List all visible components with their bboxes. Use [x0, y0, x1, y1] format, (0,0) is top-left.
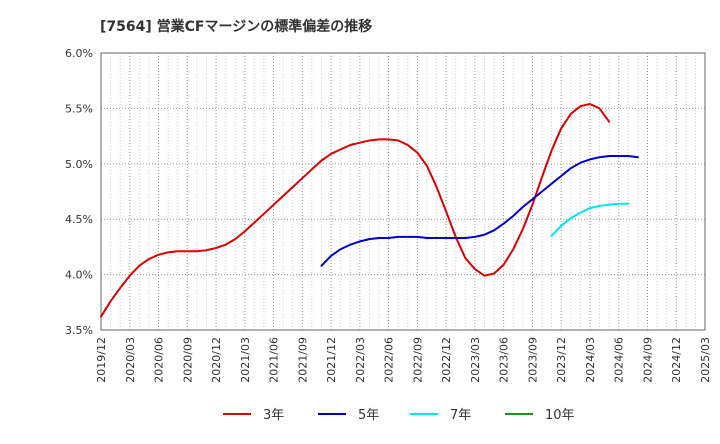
x-tick-label: 2021/12 [325, 337, 338, 383]
series-line-2 [320, 155, 639, 267]
x-tick-label: 2025/03 [699, 337, 712, 383]
y-tick-label: 5.5% [65, 102, 93, 115]
x-tick-label: 2022/03 [354, 337, 367, 383]
y-tick-label: 3.5% [65, 324, 93, 337]
x-tick-label: 2022/12 [440, 337, 453, 383]
x-tick-label: 2019/12 [95, 337, 108, 383]
x-tick-label: 2023/09 [526, 337, 539, 383]
x-tick-label: 2024/06 [613, 337, 626, 383]
legend-label: 10年 [545, 408, 575, 423]
x-tick-label: 2020/09 [181, 337, 194, 383]
x-tick-label: 2023/06 [498, 337, 511, 383]
x-tick-label: 2022/06 [383, 337, 396, 383]
series-line-1 [100, 103, 611, 318]
x-tick-label: 2020/06 [153, 337, 166, 383]
legend-label: 5年 [358, 408, 379, 423]
series-line-3 [550, 202, 630, 237]
x-tick-label: 2022/09 [411, 337, 424, 383]
x-tick-label: 2024/03 [584, 337, 597, 383]
y-tick-label: 6.0% [65, 47, 93, 60]
y-tick-label: 5.0% [65, 158, 93, 171]
legend-label: 7年 [450, 408, 471, 423]
plot-frame [100, 52, 706, 331]
y-tick-label: 4.0% [65, 269, 93, 282]
x-tick-label: 2024/12 [670, 337, 683, 383]
chart-title: [7564] 営業CFマージンの標準偏差の推移 [100, 18, 372, 35]
x-tick-label: 2024/09 [641, 337, 654, 383]
y-tick-label: 4.5% [65, 213, 93, 226]
x-tick-label: 2023/12 [555, 337, 568, 383]
x-tick-label: 2021/06 [268, 337, 281, 383]
x-tick-label: 2021/09 [296, 337, 309, 383]
x-tick-label: 2020/03 [124, 337, 137, 383]
legend-label: 3年 [263, 408, 284, 423]
x-tick-label: 2021/03 [239, 337, 252, 383]
x-tick-label: 2023/03 [469, 337, 482, 383]
x-tick-label: 2020/12 [210, 337, 223, 383]
